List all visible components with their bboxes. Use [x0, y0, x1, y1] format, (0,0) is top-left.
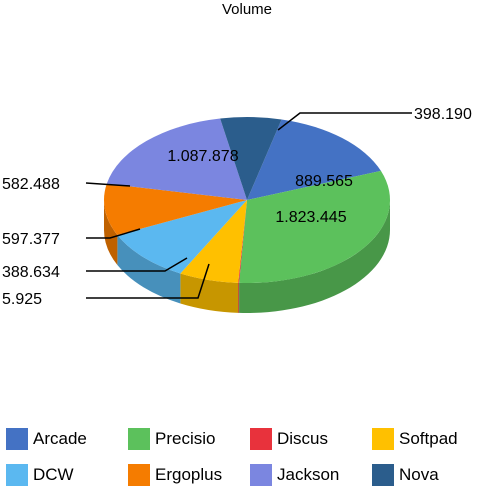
legend-swatch — [128, 464, 150, 486]
data-label-dcw: 597.377 — [2, 231, 60, 248]
legend-label: Jackson — [277, 465, 340, 484]
leader-line-discus — [86, 263, 210, 299]
legend-item-arcade: Arcade — [6, 428, 128, 450]
data-label-arcade: 889.565 — [295, 173, 353, 190]
legend-label: DCW — [33, 465, 74, 484]
leader-line-ergoplus — [85, 182, 131, 187]
slice-jackson — [106, 118, 247, 200]
legend-label: Precisio — [155, 429, 216, 448]
leader-line-softpad — [86, 257, 188, 272]
legend-swatch — [250, 464, 272, 486]
slice-arcade — [247, 119, 381, 200]
slice-side-softpad — [180, 273, 239, 313]
pie-sides — [104, 200, 390, 313]
leader-line-dcw — [86, 228, 141, 239]
legend-swatch — [250, 428, 272, 450]
legend-item-discus: Discus — [250, 428, 372, 450]
slice-nova — [220, 116, 282, 200]
legend-swatch — [6, 428, 28, 450]
slice-side-dcw — [117, 235, 181, 304]
legend-swatch — [372, 428, 394, 450]
slice-side-ergoplus — [104, 200, 118, 266]
data-label-discus: 5.925 — [2, 291, 42, 308]
data-label-jackson: 1.087.878 — [167, 148, 238, 165]
slice-softpad — [180, 200, 247, 283]
legend-item-softpad: Softpad — [372, 428, 494, 450]
legend-label: Softpad — [399, 429, 458, 448]
slice-ergoplus — [103, 183, 247, 236]
legend-swatch — [372, 464, 394, 486]
legend-item-nova: Nova — [372, 464, 494, 486]
pie-slices — [103, 116, 390, 283]
data-label-softpad: 388.634 — [2, 264, 60, 281]
legend-item-precisio: Precisio — [128, 428, 250, 450]
legend-item-ergoplus: Ergoplus — [128, 464, 250, 486]
legend-label: Ergoplus — [155, 465, 223, 484]
slice-side-precisio — [239, 200, 390, 313]
legend-swatch — [6, 464, 28, 486]
data-label-nova: 398.190 — [414, 106, 472, 123]
data-labels: 889.565 1.823.445 5.925 388.634 597.377 582.4… — [2, 106, 472, 308]
legend-item-dcw: DCW — [6, 464, 128, 486]
slice-side-discus — [238, 282, 240, 313]
data-label-ergoplus: 582.488 — [2, 176, 60, 193]
legend-label: Discus — [277, 429, 329, 448]
pie-chart: Volume 889.565 1.823.445 5.925 388.634 597.3… — [2, 1, 472, 313]
legend-item-jackson: Jackson — [250, 464, 372, 486]
legend: Arcade Precisio Discus Softpad DCW Ergoplus Ja… — [6, 428, 494, 486]
chart-title: Volume — [222, 1, 272, 18]
slice-dcw — [117, 200, 248, 274]
data-label-precisio: 1.823.445 — [275, 209, 346, 226]
leader-line-nova — [277, 112, 412, 131]
slice-precisio — [239, 170, 390, 283]
legend-label: Arcade — [33, 429, 87, 448]
legend-label: Nova — [399, 465, 439, 484]
slice-discus — [238, 200, 247, 283]
legend-swatch — [128, 428, 150, 450]
